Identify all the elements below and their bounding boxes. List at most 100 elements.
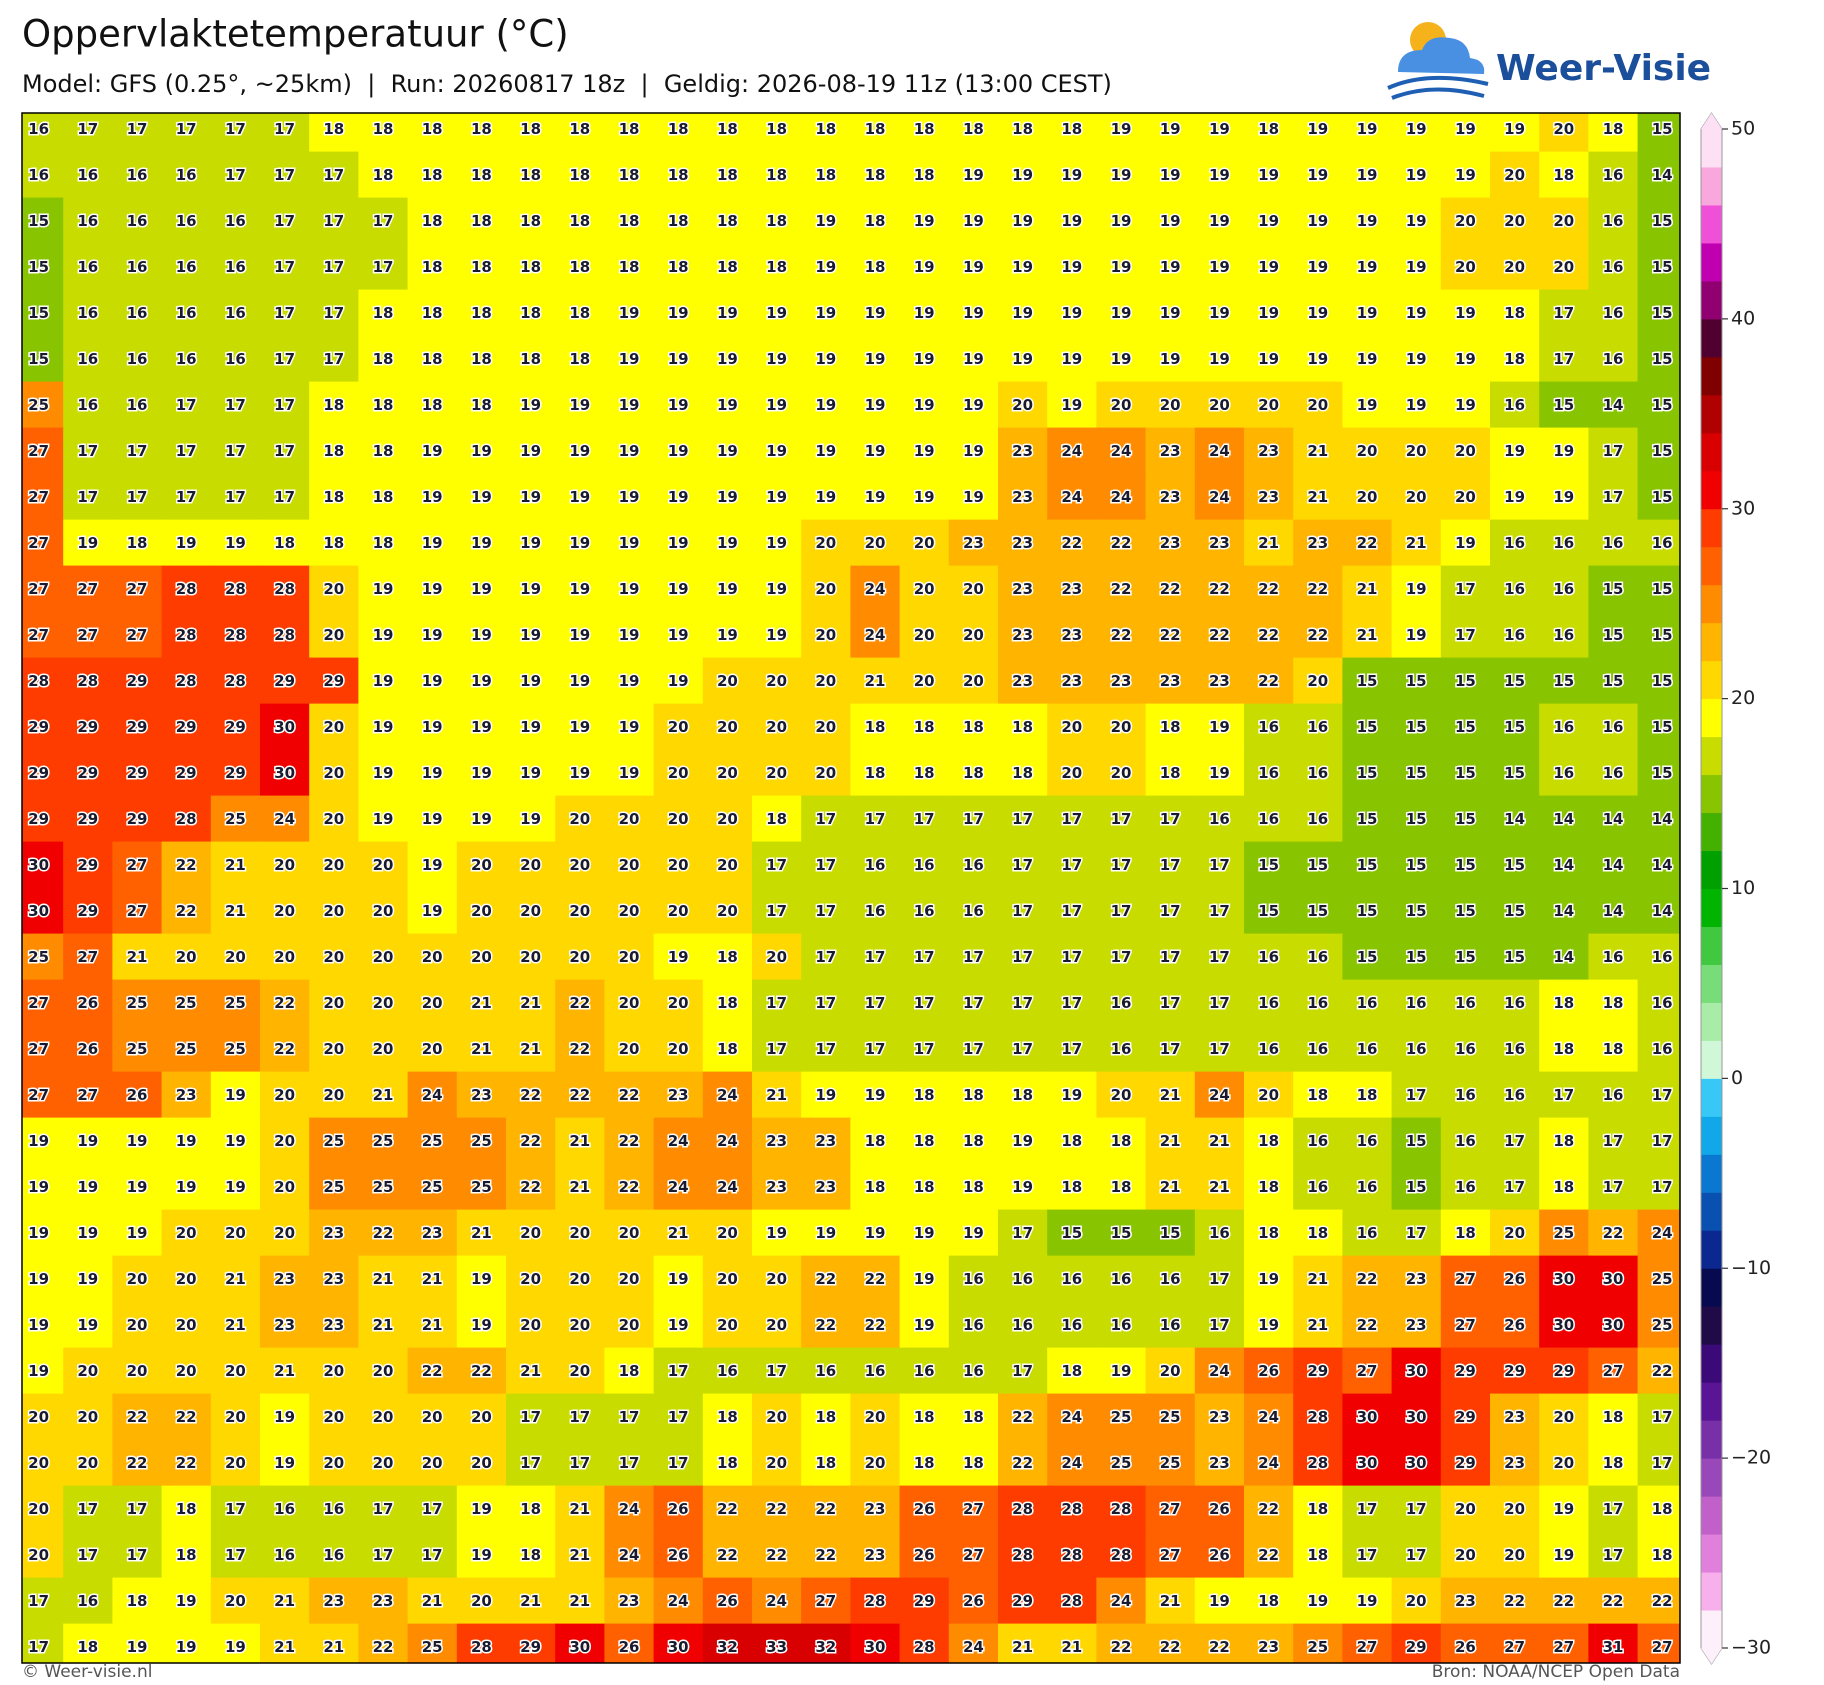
temperature-cell bbox=[998, 611, 1048, 659]
temperature-cell bbox=[1539, 703, 1589, 751]
temperature-cell bbox=[456, 1163, 507, 1211]
temperature-cell bbox=[801, 151, 851, 199]
temperature-cell bbox=[1047, 1393, 1097, 1441]
temperature-cell bbox=[752, 1393, 802, 1441]
temperature-cell bbox=[63, 795, 113, 843]
temperature-cell bbox=[1391, 113, 1442, 153]
temperature-label: 19 bbox=[717, 488, 738, 506]
temperature-cell bbox=[1145, 1117, 1196, 1165]
temperature-label: 19 bbox=[1111, 212, 1132, 230]
temperature-label: 23 bbox=[1504, 1408, 1525, 1426]
temperature-label: 18 bbox=[865, 764, 886, 782]
temperature-cell bbox=[1539, 1393, 1589, 1441]
temperature-label: 22 bbox=[1603, 1224, 1624, 1242]
temperature-label: 16 bbox=[963, 1362, 984, 1380]
temperature-label: 16 bbox=[77, 166, 98, 184]
temperature-label: 30 bbox=[1553, 1316, 1574, 1334]
temperature-label: 26 bbox=[1504, 1316, 1525, 1334]
temperature-cell bbox=[555, 519, 605, 567]
temperature-cell bbox=[309, 1209, 359, 1257]
temperature-label: 20 bbox=[1357, 488, 1378, 506]
temperature-label: 14 bbox=[1553, 948, 1574, 966]
temperature-cell bbox=[1637, 243, 1680, 291]
temperature-cell bbox=[752, 1439, 802, 1487]
temperature-cell bbox=[358, 519, 409, 567]
temperature-cell bbox=[1342, 1485, 1393, 1533]
temperature-label: 19 bbox=[717, 442, 738, 460]
temperature-cell bbox=[998, 1071, 1048, 1119]
temperature-label: 19 bbox=[28, 1132, 49, 1150]
temperature-label: 17 bbox=[176, 488, 197, 506]
temperature-cell bbox=[309, 151, 359, 199]
temperature-cell bbox=[1145, 381, 1196, 429]
temperature-cell bbox=[850, 1071, 901, 1119]
temperature-cell bbox=[1194, 197, 1245, 245]
temperature-cell bbox=[22, 113, 64, 153]
temperature-cell bbox=[456, 703, 507, 751]
temperature-cell bbox=[850, 1025, 901, 1073]
temperature-label: 16 bbox=[1603, 764, 1624, 782]
temperature-cell bbox=[555, 1163, 605, 1211]
temperature-cell bbox=[210, 197, 261, 245]
temperature-label: 20 bbox=[176, 1224, 197, 1242]
temperature-label: 19 bbox=[422, 718, 443, 736]
temperature-cell bbox=[358, 1025, 409, 1073]
temperature-cell bbox=[210, 657, 261, 705]
temperature-cell bbox=[555, 933, 605, 981]
temperature-cell bbox=[456, 113, 507, 153]
temperature-cell bbox=[899, 979, 950, 1027]
temperature-label: 17 bbox=[1652, 1408, 1673, 1426]
temperature-cell bbox=[752, 933, 802, 981]
temperature-label: 17 bbox=[520, 1454, 541, 1472]
temperature-label: 18 bbox=[865, 212, 886, 230]
temperature-label: 24 bbox=[865, 626, 886, 644]
temperature-label: 26 bbox=[77, 1040, 98, 1058]
temperature-label: 19 bbox=[1111, 258, 1132, 276]
temperature-cell bbox=[948, 1531, 999, 1579]
temperature-label: 27 bbox=[28, 580, 49, 598]
temperature-cell bbox=[358, 1209, 409, 1257]
temperature-cell bbox=[948, 1577, 999, 1625]
temperature-cell bbox=[210, 1117, 261, 1165]
temperature-cell bbox=[1145, 1301, 1196, 1349]
temperature-cell bbox=[752, 1255, 802, 1303]
colorbar-tick-label: 50 bbox=[1731, 118, 1755, 140]
temperature-label: 21 bbox=[127, 948, 148, 966]
temperature-cell bbox=[1637, 1439, 1680, 1487]
temperature-label: 18 bbox=[815, 120, 836, 138]
temperature-cell bbox=[1637, 1117, 1680, 1165]
temperature-label: 23 bbox=[323, 1224, 344, 1242]
temperature-cell bbox=[309, 1255, 359, 1303]
temperature-cell bbox=[702, 427, 753, 475]
temperature-label: 20 bbox=[815, 626, 836, 644]
temperature-cell bbox=[260, 1531, 310, 1579]
temperature-cell bbox=[358, 113, 409, 153]
temperature-label: 18 bbox=[1504, 350, 1525, 368]
temperature-cell bbox=[1194, 1439, 1245, 1487]
temperature-cell bbox=[260, 887, 310, 935]
temperature-cell bbox=[1539, 243, 1589, 291]
temperature-cell bbox=[407, 1071, 458, 1119]
temperature-label: 17 bbox=[225, 166, 246, 184]
temperature-label: 23 bbox=[1258, 442, 1279, 460]
temperature-cell bbox=[1588, 1347, 1639, 1395]
temperature-label: 20 bbox=[225, 1408, 246, 1426]
temperature-cell bbox=[1588, 427, 1639, 475]
temperature-cell bbox=[948, 1393, 999, 1441]
temperature-label: 16 bbox=[963, 856, 984, 874]
temperature-label: 19 bbox=[471, 810, 492, 828]
temperature-cell bbox=[210, 749, 261, 797]
temperature-cell bbox=[63, 197, 113, 245]
temperature-label: 15 bbox=[1603, 672, 1624, 690]
temperature-cell bbox=[752, 427, 802, 475]
temperature-label: 18 bbox=[1553, 1178, 1574, 1196]
temperature-label: 22 bbox=[1603, 1592, 1624, 1610]
temperature-cell bbox=[63, 1025, 113, 1073]
temperature-cell bbox=[850, 1485, 901, 1533]
temperature-cell bbox=[358, 1347, 409, 1395]
temperature-cell bbox=[899, 1485, 950, 1533]
temperature-label: 26 bbox=[1209, 1500, 1230, 1518]
colorbar-band bbox=[1701, 698, 1722, 738]
temperature-cell bbox=[752, 1531, 802, 1579]
temperature-cell bbox=[309, 611, 359, 659]
